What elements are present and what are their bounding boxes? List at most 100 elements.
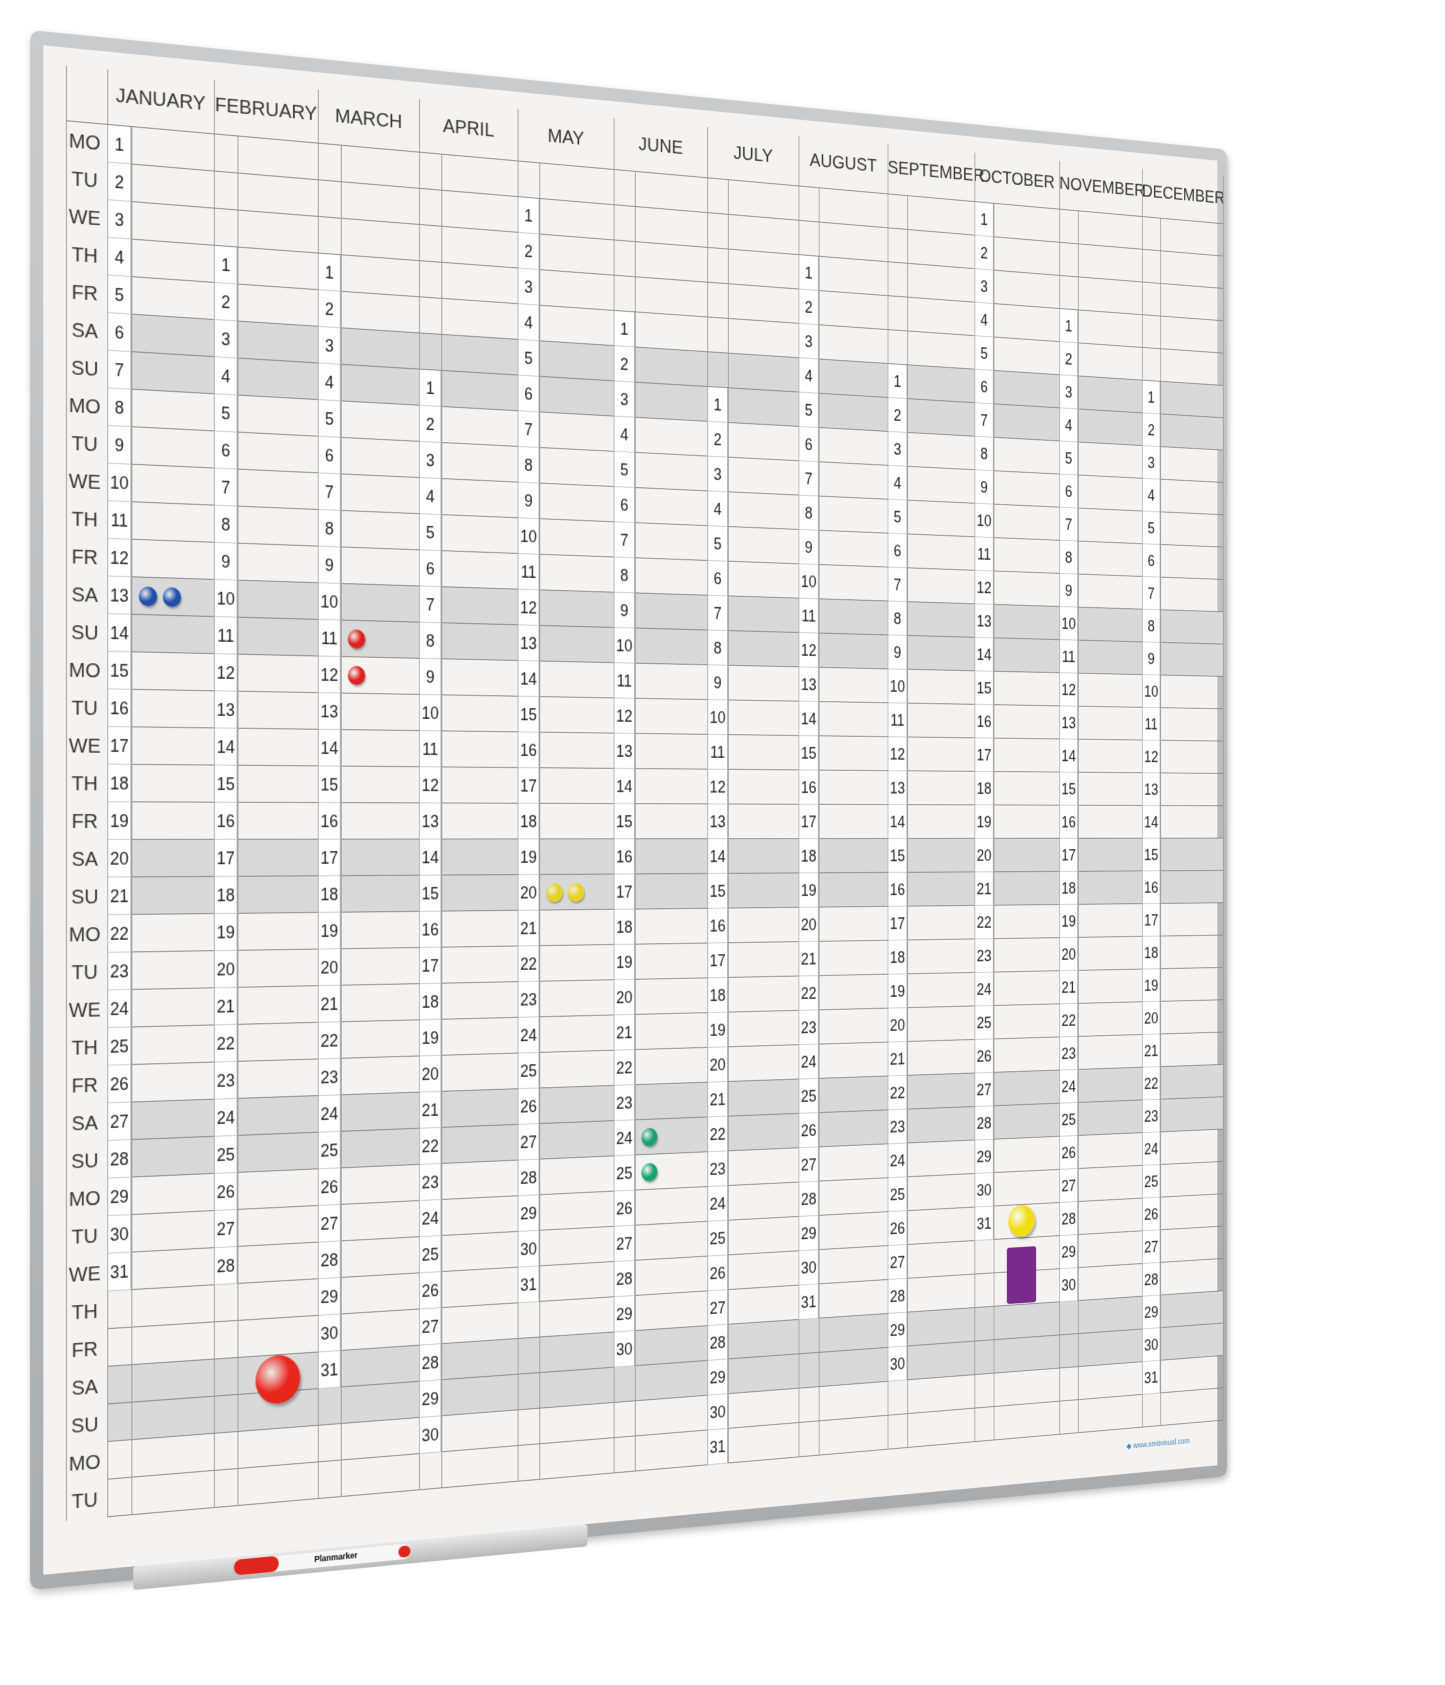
day-number: 24 (798, 1044, 819, 1080)
day-number: 16 (317, 803, 341, 840)
whiteboard-surface: MO TU WE TH FR SA SU MO TU WE TH FR SA SU MO TU WE TH FR SA… (43, 45, 1225, 1575)
day-number: 29 (887, 1312, 908, 1348)
day-number: 15 (974, 671, 994, 706)
day-number: 1 (1142, 380, 1161, 415)
day-number: 2 (317, 290, 341, 329)
day-number: 18 (707, 977, 728, 1014)
day-number: 17 (107, 727, 132, 765)
day-number: 20 (317, 949, 341, 987)
magnet[interactable] (138, 586, 158, 607)
day-number: 19 (887, 974, 908, 1009)
day-number: 4 (1142, 478, 1161, 513)
day-number: 12 (887, 737, 908, 772)
day-number: 6 (974, 369, 994, 405)
day-number: 9 (517, 482, 540, 520)
weekday-label: MO (68, 1450, 101, 1476)
weekday-label: FR (71, 1337, 98, 1363)
day-number: 11 (517, 553, 540, 591)
day-number: 5 (613, 451, 635, 488)
day-number: 29 (1142, 1295, 1161, 1330)
day-number: 26 (974, 1039, 994, 1074)
day-number: 31 (707, 1428, 728, 1466)
magnet[interactable] (546, 883, 563, 903)
day-number: 1 (107, 124, 132, 165)
grid-line (907, 196, 909, 1448)
marker-tip (398, 1545, 411, 1558)
day-number: 8 (613, 557, 635, 594)
weekday-label: SA (71, 847, 98, 871)
weekday-label: SU (71, 885, 99, 909)
day-number: 4 (887, 465, 908, 501)
day-number: 11 (1059, 640, 1079, 674)
day-number: 23 (517, 981, 540, 1018)
day-number: 3 (419, 441, 442, 480)
day-number: 17 (213, 839, 238, 877)
day-number: 17 (887, 906, 908, 941)
day-number: 2 (1059, 342, 1079, 377)
day-number: 22 (613, 1050, 635, 1086)
day-number: 9 (213, 542, 238, 581)
day-number: 25 (1059, 1102, 1079, 1137)
magnet[interactable] (347, 665, 366, 686)
weekday-label: FR (71, 280, 98, 306)
day-number: 13 (613, 733, 635, 769)
day-number: 15 (887, 838, 908, 873)
weekday-label: WE (68, 1262, 101, 1287)
day-number: 5 (317, 400, 341, 438)
month-header: FEBRUARY (214, 93, 317, 126)
day-number: 10 (317, 583, 341, 621)
day-number: 2 (798, 289, 819, 326)
weekday-label: SU (71, 356, 99, 381)
day-number: 7 (974, 403, 994, 438)
day-number: 18 (974, 771, 994, 806)
grid-line (818, 188, 820, 1456)
day-number: 21 (419, 1091, 442, 1129)
month-header: OCTOBER (979, 165, 1055, 193)
day-number: 30 (887, 1346, 908, 1382)
day-number: 20 (517, 874, 540, 911)
day-number: 2 (613, 346, 635, 383)
day-number: 3 (613, 381, 635, 418)
day-number: 1 (887, 363, 908, 400)
day-number: 25 (974, 1005, 994, 1040)
weekday-label: TU (71, 432, 98, 457)
weekday-label: WE (68, 998, 101, 1023)
day-number: 20 (707, 1047, 728, 1083)
day-number: 25 (1142, 1164, 1161, 1199)
day-number: 23 (798, 1010, 819, 1046)
day-number: 23 (419, 1163, 442, 1202)
day-number: 9 (613, 592, 635, 629)
day-number: 3 (887, 431, 908, 467)
day-number: 11 (107, 501, 132, 540)
day-number: 23 (1142, 1099, 1161, 1134)
day-number: 1 (213, 245, 238, 285)
day-number: 10 (213, 579, 238, 618)
month-header: JULY (733, 142, 773, 167)
day-number: 18 (613, 909, 635, 945)
day-number: 31 (798, 1284, 819, 1320)
day-number: 7 (707, 595, 728, 632)
grid-line (993, 203, 995, 1441)
weekday-label: TU (71, 167, 98, 193)
day-number: 10 (707, 700, 728, 736)
magnet[interactable] (162, 587, 182, 608)
month-header: SEPTEMBER (887, 156, 985, 187)
day-number: 8 (707, 630, 728, 666)
day-number: 2 (213, 282, 238, 322)
rectangle-magnet[interactable] (1006, 1246, 1037, 1305)
day-number: 5 (419, 514, 442, 552)
weekday-label: SU (71, 1412, 99, 1438)
day-number: 20 (798, 907, 819, 943)
day-number: 22 (517, 946, 540, 983)
magnet[interactable] (347, 629, 366, 649)
magnet[interactable] (567, 883, 585, 902)
weekday-label: WE (68, 469, 101, 494)
day-number: 30 (798, 1250, 819, 1286)
day-number: 27 (1142, 1230, 1161, 1264)
day-number: 2 (107, 162, 132, 203)
day-number: 9 (1142, 642, 1161, 676)
day-number: 15 (107, 651, 132, 690)
day-number: 25 (317, 1131, 341, 1170)
day-number: 5 (517, 339, 540, 377)
day-number: 31 (317, 1350, 341, 1390)
